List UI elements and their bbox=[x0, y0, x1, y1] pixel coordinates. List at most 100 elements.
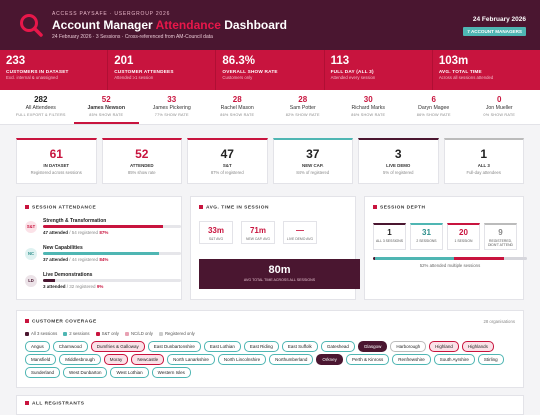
kpi-value: 113 bbox=[330, 55, 350, 67]
organisation-chip[interactable]: Newcastle bbox=[131, 354, 165, 365]
organisation-chip[interactable]: Stirling bbox=[477, 354, 504, 365]
organisation-chip[interactable]: Middlesbrough bbox=[59, 354, 101, 365]
summary-card-subtext: Full-day attendees bbox=[466, 170, 501, 175]
organisation-chip[interactable]: East Riding bbox=[243, 341, 279, 352]
organisation-chip[interactable]: Highland bbox=[429, 341, 459, 352]
tab-account-manager[interactable]: 0 Jon Mueller 0% SHOW RATE bbox=[467, 90, 533, 124]
session-name: Strength & Transformation bbox=[43, 218, 107, 224]
organisation-chip[interactable]: Renfrewshire bbox=[392, 354, 431, 365]
tab-count: 52 bbox=[101, 95, 111, 104]
legend-label: All 3 sessions bbox=[31, 331, 58, 336]
organisation-chip[interactable]: Harborough bbox=[390, 341, 427, 352]
organisation-chip[interactable]: Gateshead bbox=[320, 341, 355, 352]
organisation-chip[interactable]: Western Isles bbox=[151, 367, 191, 378]
organisation-chip[interactable]: Sunderland bbox=[25, 367, 61, 378]
organisation-chip[interactable]: Charnwood bbox=[52, 341, 88, 352]
legend-swatch bbox=[63, 331, 68, 336]
organisation-chip[interactable]: Perth & Kinross bbox=[345, 354, 390, 365]
tab-name: All Attendees bbox=[25, 105, 56, 111]
session-depth-value: 31 bbox=[422, 228, 431, 237]
tab-name: Rachel Mason bbox=[220, 105, 254, 111]
summary-card-subtext: 87% of registered bbox=[210, 170, 244, 175]
organisation-chip[interactable]: Dumfries & Galloway bbox=[90, 341, 145, 352]
organisation-chip[interactable]: East Lothian bbox=[203, 341, 241, 352]
avg-time-value: 71m bbox=[249, 226, 266, 235]
session-registered: / 44 registered bbox=[69, 257, 99, 262]
session-name: Live Demonstrations bbox=[43, 272, 93, 278]
session-row: NC New Capabilities 37 attended / 44 regis… bbox=[25, 244, 185, 268]
session-code-badge: LD bbox=[25, 275, 37, 287]
page-title: Account Manager Attendance Dashboard bbox=[52, 18, 287, 32]
depth-bar-segment bbox=[504, 257, 527, 260]
kpi-strip: 233 CUSTOMERS IN DATASET Excl. internal & … bbox=[0, 50, 540, 90]
tab-account-manager[interactable]: 30 Richard Marks 86% SHOW RATE bbox=[336, 90, 402, 124]
tab-show-rate: FULL EXPORT & FILTERS bbox=[15, 113, 66, 117]
tab-account-manager[interactable]: 28 Rachel Mason 86% SHOW RATE bbox=[205, 90, 271, 124]
tab-name: Sam Potter bbox=[289, 105, 316, 111]
account-managers-badge: 7 ACCOUNT MANAGERS bbox=[463, 27, 526, 36]
avg-time-value: 33m bbox=[207, 226, 224, 235]
organisation-chips: Angus Charnwood Dumfries & Galloway East Du… bbox=[25, 341, 515, 378]
organisation-chip[interactable]: Northumberland bbox=[269, 354, 314, 365]
organisation-chip[interactable]: Angus bbox=[25, 341, 50, 352]
section-dot-icon bbox=[25, 319, 29, 323]
organisation-chip[interactable]: North Lincolnshire bbox=[217, 354, 267, 365]
organisation-chip[interactable]: North Lanarkshire bbox=[167, 354, 215, 365]
organisation-chip[interactable]: Moray bbox=[103, 354, 129, 365]
coverage-legend: All 3 sessions 2 sessions S&T only NC/LD on… bbox=[25, 331, 195, 336]
kpi-label: AVG. TOTAL TIME bbox=[438, 69, 482, 74]
kpi-subtext: Attended every session bbox=[330, 75, 376, 80]
organisation-chip[interactable]: East Dunbartonshire bbox=[147, 341, 201, 352]
avg-time-label: S&T AVG bbox=[208, 237, 224, 241]
session-attended: 3 attended bbox=[43, 284, 66, 289]
avg-time-title: AVG. TIME IN SESSION bbox=[199, 205, 269, 210]
organisation-chip[interactable]: Glasgow bbox=[357, 341, 388, 352]
kpi-subtext: Customers only bbox=[222, 75, 253, 80]
session-depth-label: ALL 3 SESSIONS bbox=[375, 239, 403, 243]
all-registrants-title: ALL REGISTRANTS bbox=[25, 401, 84, 406]
summary-card-value: 3 bbox=[394, 147, 402, 161]
summary-card-label: NEW CAP. bbox=[302, 163, 324, 168]
avg-time-panel: AVG. TIME IN SESSION 33m S&T AVG 71m NEW CA… bbox=[190, 196, 360, 300]
session-attended: 37 attended bbox=[43, 257, 69, 262]
kpi-value: 233 bbox=[6, 55, 26, 67]
session-percent: 87% bbox=[99, 230, 109, 235]
kpi-label: OVERALL SHOW RATE bbox=[222, 69, 278, 74]
organisation-chip[interactable]: West Dunbarton bbox=[63, 367, 108, 378]
kpi-value: 103m bbox=[438, 55, 469, 67]
session-depth-box: 1 ALL 3 SESSIONS bbox=[373, 223, 406, 250]
kpi-tile: 201 CUSTOMER ATTENDEES Attended ≥1 session bbox=[108, 50, 217, 90]
summary-card-label: IN DATASET bbox=[43, 163, 70, 168]
tab-count: 28 bbox=[298, 95, 308, 104]
tab-account-manager[interactable]: 33 James Pickering 77% SHOW RATE bbox=[139, 90, 205, 124]
avg-time-label: NEW CAP. AVG bbox=[246, 237, 270, 241]
tab-name: James Newson bbox=[87, 105, 125, 111]
legend-swatch bbox=[25, 331, 29, 336]
session-depth-panel: SESSION DEPTH 1 ALL 3 SESSIONS 31 2 SESSION… bbox=[364, 196, 527, 300]
dashboard-header: ACCESS PAYSAFE · USERGROUP 2026 Account … bbox=[0, 0, 540, 50]
tab-show-rate: 86% SHOW RATE bbox=[220, 113, 255, 117]
organisation-chip[interactable]: West Lothian bbox=[110, 367, 149, 378]
session-attendance-panel: SESSION ATTENDANCE S&T Strength & Transfo… bbox=[16, 196, 182, 300]
tab-show-rate: 85% SHOW RATE bbox=[89, 113, 124, 117]
tab-account-manager[interactable]: 282 All Attendees FULL EXPORT & FILTERS bbox=[8, 90, 74, 124]
tab-account-manager[interactable]: 28 Sam Potter 82% SHOW RATE bbox=[270, 90, 336, 124]
tab-name: James Pickering bbox=[152, 105, 191, 111]
kpi-value: 201 bbox=[114, 55, 134, 67]
organisation-chip[interactable]: Orkney bbox=[316, 354, 343, 365]
avg-total-time-box: 80m AVG TOTAL TIME ACROSS ALL SESSIONS bbox=[199, 259, 360, 289]
organisation-chip[interactable]: South Ayrshire bbox=[433, 354, 475, 365]
tab-account-manager[interactable]: 6 Daryn Magee 86% SHOW RATE bbox=[401, 90, 467, 124]
summary-card-subtext: 85% show rate bbox=[127, 170, 156, 175]
kpi-tile: 86.3% OVERALL SHOW RATE Customers only bbox=[216, 50, 325, 90]
organisation-chip[interactable]: Highlands bbox=[461, 341, 494, 352]
organisation-chip[interactable]: East Suffolk bbox=[281, 341, 318, 352]
tab-account-manager[interactable]: 52 James Newson 85% SHOW RATE bbox=[73, 90, 139, 124]
organisation-chip[interactable]: Mansfield bbox=[25, 354, 57, 365]
kpi-label: CUSTOMER ATTENDEES bbox=[114, 69, 174, 74]
session-row: LD Live Demonstrations 3 attended / 32 reg… bbox=[25, 271, 185, 295]
session-progress-bar bbox=[43, 279, 181, 282]
session-depth-box: 20 1 SESSION bbox=[447, 223, 480, 250]
summary-card-subtext: 5% of registered bbox=[383, 170, 414, 175]
summary-card-value: 52 bbox=[135, 147, 149, 161]
